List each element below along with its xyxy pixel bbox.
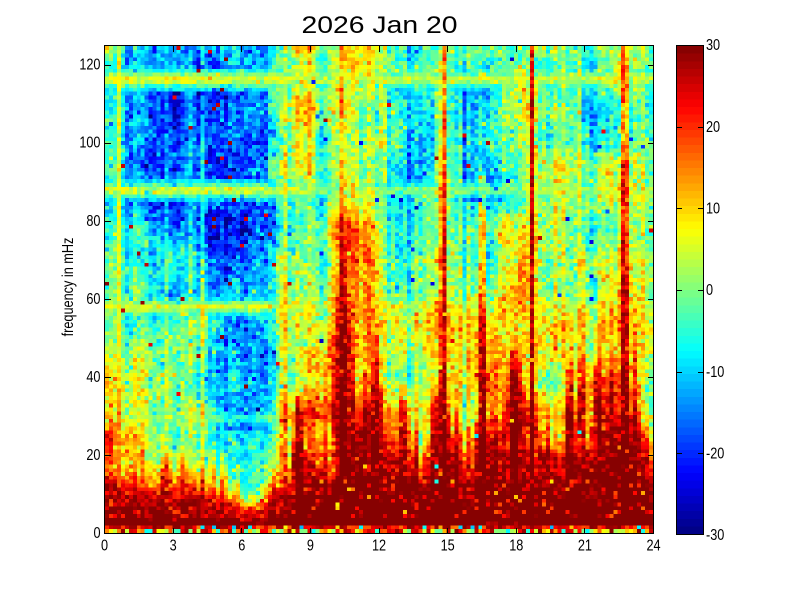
svg-text:-10: -10	[706, 364, 724, 381]
svg-text:12: 12	[372, 537, 386, 554]
svg-text:0: 0	[93, 525, 100, 542]
svg-text:15: 15	[441, 537, 455, 554]
svg-text:2026 Jan 20: 2026 Jan 20	[302, 12, 458, 39]
svg-text:18: 18	[509, 537, 523, 554]
svg-text:9: 9	[307, 537, 314, 554]
svg-text:6: 6	[238, 537, 245, 554]
svg-text:10: 10	[706, 200, 720, 217]
svg-text:120: 120	[79, 56, 100, 73]
svg-text:-30: -30	[706, 527, 724, 544]
svg-text:40: 40	[86, 369, 100, 386]
svg-text:frequency in mHz: frequency in mHz	[60, 238, 77, 337]
svg-text:0: 0	[706, 282, 713, 299]
svg-text:20: 20	[706, 119, 720, 136]
svg-text:0: 0	[101, 537, 108, 554]
svg-text:100: 100	[79, 135, 100, 152]
svg-text:30: 30	[706, 37, 720, 54]
svg-text:-20: -20	[706, 445, 724, 462]
svg-text:24: 24	[646, 537, 660, 554]
svg-text:80: 80	[86, 213, 100, 230]
svg-text:20: 20	[86, 447, 100, 464]
svg-text:60: 60	[86, 291, 100, 308]
svg-text:3: 3	[170, 537, 177, 554]
svg-text:21: 21	[578, 537, 592, 554]
